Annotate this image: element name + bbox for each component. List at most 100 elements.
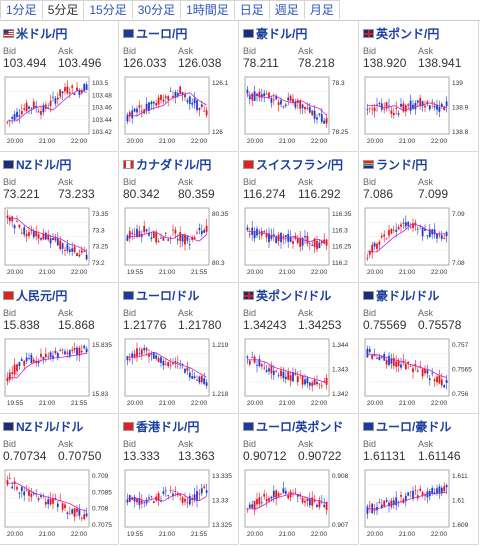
tab-6[interactable]: 日足 <box>234 0 270 19</box>
candle-body <box>200 488 203 494</box>
pair-name[interactable]: 英ポンド/ドル <box>256 289 332 303</box>
candle-body <box>25 357 28 362</box>
pair-title[interactable]: ユーロ/豪ドル <box>363 418 451 435</box>
rate-card[interactable]: 人民元/円 Bid Ask 15.838 15.868 15.835 15.83 19:55 2… <box>0 283 119 414</box>
pair-title[interactable]: 英ポンド/ドル <box>243 287 331 304</box>
rate-card[interactable]: NZドル/円 Bid Ask 73.221 73.233 73.35 73.3 73.25 73… <box>0 152 119 283</box>
price-chart[interactable]: 1.344 1.343 1.342 20:00 21:00 22:00 <box>243 335 355 411</box>
price-chart[interactable]: 80.35 80.3 19:55 21:00 21:55 <box>123 204 235 280</box>
x-tick-label: 21:55 <box>71 400 88 407</box>
pair-name[interactable]: スイスフラン/円 <box>256 158 343 172</box>
rate-card[interactable]: ユーロ/英ポンド Bid Ask 0.90712 0.90722 0.908 0.907 20… <box>240 414 359 545</box>
pair-title[interactable]: 米ドル/円 <box>3 25 67 42</box>
pair-title[interactable]: NZドル/ドル <box>3 418 83 435</box>
rate-card[interactable]: 香港ドル/円 Bid Ask 13.333 13.363 13.335 13.33 13.32… <box>120 414 239 545</box>
pair-name[interactable]: ユーロ/円 <box>136 27 188 41</box>
price-chart[interactable]: 116.35 116.3 116.25 116.2 20:00 21:00 22:00 <box>243 204 355 280</box>
candle-body <box>186 367 189 371</box>
rate-card[interactable]: ランド/円 Bid Ask 7.086 7.099 7.09 7.08 20:00 21:00 2… <box>360 152 479 283</box>
candle-body <box>445 232 448 237</box>
candle-body <box>136 108 138 113</box>
pair-title[interactable]: カナダドル/円 <box>123 156 211 173</box>
price-chart[interactable]: 0.709 0.7085 0.708 0.7075 20:00 21:00 22:00 <box>3 466 115 542</box>
rate-card[interactable]: スイスフラン/円 Bid Ask 116.274 116.292 116.35 116.3 1… <box>240 152 359 283</box>
price-chart[interactable]: 1.611 1.61 1.609 20:00 21:00 22:00 <box>363 466 475 542</box>
pair-title[interactable]: 英ポンド/円 <box>363 25 439 42</box>
pair-title[interactable]: 人民元/円 <box>3 287 67 304</box>
pair-name[interactable]: NZドル/円 <box>16 158 72 172</box>
rate-card[interactable]: カナダドル/円 Bid Ask 80.342 80.359 80.35 80.3 19:55 2… <box>120 152 239 283</box>
tab-4[interactable]: 30分足 <box>132 0 182 19</box>
candle-body <box>140 349 143 355</box>
flag-nz-icon <box>3 422 14 431</box>
price-chart[interactable]: 78.3 78.25 20:00 21:00 22:00 <box>243 73 355 149</box>
tab-8[interactable]: 月足 <box>304 0 340 19</box>
x-tick-label: 19:55 <box>7 400 24 407</box>
candle-body <box>400 494 402 497</box>
pair-name[interactable]: 豪ドル/円 <box>256 27 308 41</box>
candle-body <box>143 347 146 351</box>
y-tick-label: 73.2 <box>92 260 105 267</box>
pair-title[interactable]: スイスフラン/円 <box>243 156 343 173</box>
ask-label: Ask <box>298 308 314 318</box>
rate-card[interactable]: ユーロ/ドル Bid Ask 1.21776 1.21780 1.219 1.218 20:0… <box>120 283 239 414</box>
price-chart[interactable]: 13.335 13.33 13.325 19:55 21:00 21:55 <box>123 466 235 542</box>
pair-name[interactable]: 米ドル/円 <box>16 27 68 41</box>
x-tick-label: 22:00 <box>311 531 328 538</box>
price-chart[interactable]: 0.908 0.907 20:00 21:00 22:00 <box>243 466 355 542</box>
rate-card[interactable]: 豪ドル/円 Bid Ask 78.211 78.218 78.3 78.25 20:00 21:… <box>240 21 359 152</box>
pair-title[interactable]: ユーロ/円 <box>123 25 187 42</box>
pair-name[interactable]: NZドル/ドル <box>16 420 84 434</box>
candle-body <box>66 512 69 514</box>
pair-title[interactable]: 豪ドル/ドル <box>363 287 439 304</box>
pair-name[interactable]: 豪ドル/ドル <box>376 289 440 303</box>
candle-body <box>419 366 422 367</box>
pair-name[interactable]: カナダドル/円 <box>136 158 212 172</box>
tab-2[interactable]: 5分足 <box>42 0 85 20</box>
rate-card[interactable]: 英ポンド/ドル Bid Ask 1.34243 1.34253 1.344 1.343 1.3… <box>240 283 359 414</box>
candle-body <box>402 360 405 363</box>
candle-body <box>181 364 184 366</box>
price-chart[interactable]: 15.835 15.83 19:55 21:00 21:55 <box>3 335 115 411</box>
candle-body <box>316 240 318 250</box>
tab-3[interactable]: 15分足 <box>84 0 133 19</box>
rate-card[interactable]: ユーロ/豪ドル Bid Ask 1.61131 1.61146 1.611 1.61 1.60… <box>360 414 479 545</box>
pair-name[interactable]: ユーロ/英ポンド <box>256 420 344 434</box>
rate-card[interactable]: 豪ドル/ドル Bid Ask 0.75569 0.75578 0.757 0.7565 0.7… <box>360 283 479 414</box>
candle-body <box>388 502 390 506</box>
pair-title[interactable]: ランド/円 <box>363 156 427 173</box>
price-chart[interactable]: 1.219 1.218 20:00 21:00 22:00 <box>123 335 235 411</box>
price-chart[interactable]: 73.35 73.3 73.25 73.2 20:00 21:00 22:00 <box>3 204 115 280</box>
x-tick-label: 22:00 <box>71 531 88 538</box>
pair-title[interactable]: NZドル/円 <box>3 156 71 173</box>
price-chart[interactable]: 103.5 103.48 103.46 103.44 103.42 20:00 21:00 2… <box>3 73 115 149</box>
candle-body <box>181 234 184 242</box>
pair-name[interactable]: 人民元/円 <box>16 289 68 303</box>
candle-body <box>325 377 328 385</box>
tab-1[interactable]: 1分足 <box>0 0 43 19</box>
tab-5[interactable]: 1時間足 <box>181 0 235 19</box>
price-chart[interactable]: 126.1 126 20:00 21:00 22:00 <box>123 73 235 149</box>
price-chart[interactable]: 139 138.9 138.8 20:00 21:00 22:00 <box>363 73 475 149</box>
candle-body <box>59 89 62 97</box>
candle-body <box>23 491 26 496</box>
price-chart[interactable]: 7.09 7.08 20:00 21:00 22:00 <box>363 204 475 280</box>
pair-name[interactable]: ユーロ/豪ドル <box>376 420 452 434</box>
pair-name[interactable]: ランド/円 <box>376 158 428 172</box>
pair-name[interactable]: 香港ドル/円 <box>136 420 200 434</box>
pair-name[interactable]: ユーロ/ドル <box>136 289 200 303</box>
candle-body <box>16 220 18 222</box>
candle-body <box>371 108 374 110</box>
pair-title[interactable]: ユーロ/ドル <box>123 287 199 304</box>
tab-7[interactable]: 週足 <box>269 0 305 19</box>
rate-card[interactable]: NZドル/ドル Bid Ask 0.70734 0.70750 0.709 0.7085 0.… <box>0 414 119 545</box>
pair-title[interactable]: 香港ドル/円 <box>123 418 199 435</box>
candle-body <box>258 358 261 367</box>
rate-card[interactable]: 英ポンド/円 Bid Ask 138.920 138.941 139 138.9 138.8 2… <box>360 21 479 152</box>
rate-card[interactable]: ユーロ/円 Bid Ask 126.033 126.038 126.1 126 20:00 21… <box>120 21 239 152</box>
pair-title[interactable]: ユーロ/英ポンド <box>243 418 343 435</box>
pair-name[interactable]: 英ポンド/円 <box>376 27 440 41</box>
rate-card[interactable]: 米ドル/円 Bid Ask 103.494 103.496 103.5 103.48 103.… <box>0 21 119 152</box>
pair-title[interactable]: 豪ドル/円 <box>243 25 307 42</box>
price-chart[interactable]: 0.757 0.7565 0.756 20:00 21:00 22:00 <box>363 335 475 411</box>
